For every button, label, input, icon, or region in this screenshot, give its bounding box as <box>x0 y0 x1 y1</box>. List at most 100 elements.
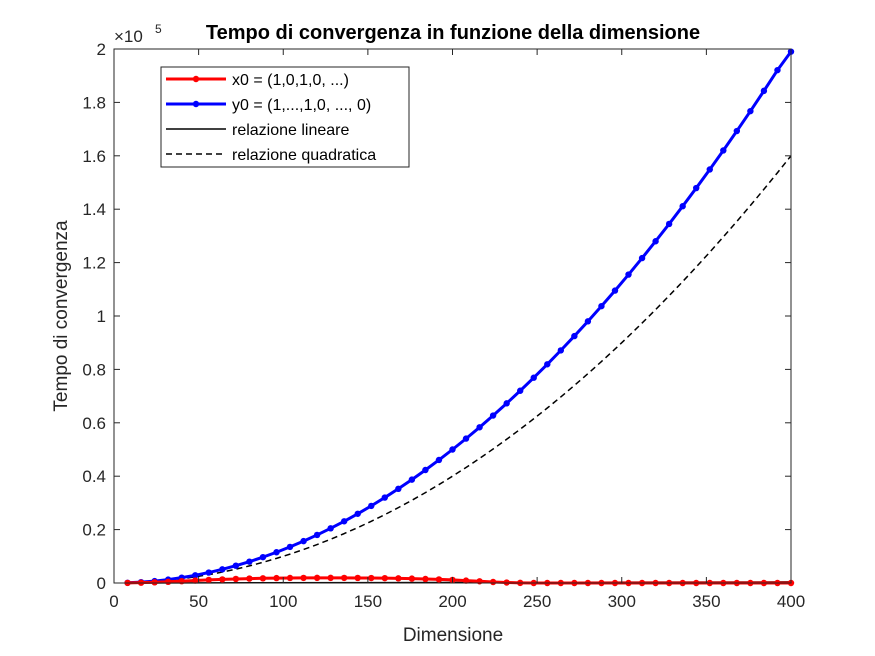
series-point-x0 <box>368 574 375 582</box>
y-tick-label: 0.8 <box>82 360 106 379</box>
series-point-y0 <box>530 374 537 381</box>
series-point-y0 <box>449 446 456 453</box>
series-point-y0 <box>340 518 348 525</box>
legend-box <box>160 66 410 168</box>
series-point-y0 <box>598 302 605 310</box>
x-tick-label: 400 <box>777 592 805 611</box>
series-point-x0 <box>219 576 226 583</box>
y-exponent-base: ×10 <box>114 27 143 46</box>
y-tick-label: 0.6 <box>82 414 106 433</box>
x-tick-label: 250 <box>523 592 551 611</box>
x-tick-label: 300 <box>608 592 636 611</box>
legend-marker-x0 <box>192 75 200 83</box>
x-tick-label: 150 <box>354 592 382 611</box>
series-point-x0 <box>259 575 267 582</box>
y-tick-label: 2 <box>97 40 106 59</box>
series-point-y0 <box>571 332 578 340</box>
x-tick-label: 200 <box>438 592 466 611</box>
series-point-y0 <box>462 435 470 442</box>
series-point-x0 <box>232 575 240 583</box>
series-point-y0 <box>246 558 253 565</box>
series-point-y0 <box>489 412 497 419</box>
legend-marker-y0 <box>192 100 200 108</box>
y-tick-label: 0.2 <box>82 521 106 540</box>
series-point-y0 <box>232 562 240 569</box>
series-point-x0 <box>286 574 294 582</box>
legend-label-x0: x0 = (1,0,1,0, ...) <box>232 72 349 89</box>
series-point-y0 <box>665 220 673 228</box>
series-point-y0 <box>517 387 524 394</box>
series-point-x0 <box>273 574 280 582</box>
series-point-y0 <box>747 107 754 115</box>
series-point-y0 <box>408 476 416 483</box>
series-point-y0 <box>259 553 267 561</box>
legend-label-linear: relazione lineare <box>232 122 350 139</box>
series-point-x0 <box>340 574 348 582</box>
chart-title: Tempo di convergenza in funzione della d… <box>206 22 700 44</box>
series-point-y0 <box>503 400 510 407</box>
x-tick-label: 50 <box>189 592 208 611</box>
y-tick-label: 1 <box>97 307 106 326</box>
series-point-x0 <box>313 574 321 582</box>
series-point-y0 <box>706 166 713 173</box>
y-exponent-power: 5 <box>155 22 162 36</box>
series-point-y0 <box>300 537 307 545</box>
series-point-y0 <box>395 485 402 492</box>
series-point-y0 <box>733 127 741 135</box>
series-point-y0 <box>693 184 700 192</box>
series-point-x0 <box>435 576 443 583</box>
series-point-y0 <box>327 525 334 532</box>
series-point-y0 <box>774 66 781 74</box>
x-tick-label: 100 <box>269 592 297 611</box>
series-point-x0 <box>408 575 416 582</box>
ticks-layer: 0 50 100 150 200 250 300 350 400 0 0.2 0.4 0.6 0.8 1 1.… <box>82 40 805 611</box>
series-point-x0 <box>381 574 388 582</box>
series-point-x0 <box>192 577 199 584</box>
series-point-y0 <box>273 549 280 556</box>
series-point-y0 <box>313 531 321 539</box>
series-point-y0 <box>638 254 646 262</box>
series-point-y0 <box>760 87 768 95</box>
series-line-quadratic <box>127 155 792 584</box>
series-point-y0 <box>611 287 619 294</box>
series-point-y0 <box>476 424 483 431</box>
series-point-x0 <box>395 575 402 582</box>
series-point-y0 <box>584 318 592 325</box>
series-point-y0 <box>368 502 375 510</box>
series-point-y0 <box>625 271 632 278</box>
series-point-y0 <box>286 543 294 551</box>
series-point-x0 <box>151 579 158 586</box>
series-point-y0 <box>219 566 226 573</box>
series-point-x0 <box>489 578 497 586</box>
series-point-x0 <box>327 574 334 582</box>
series-point-y0 <box>720 147 727 154</box>
series-point-x0 <box>462 577 470 584</box>
series-point-x0 <box>246 575 253 582</box>
legend-label-y0: y0 = (1,...,1,0, ..., 0) <box>232 97 371 114</box>
legend: x0 = (1,0,1,0, ...) y0 = (1,...,1,0, ...… <box>160 66 410 168</box>
x-tick-label: 0 <box>109 592 118 611</box>
y-tick-label: 1.2 <box>82 254 106 273</box>
series-point-x0 <box>354 574 361 582</box>
x-axis-label: Dimensione <box>403 625 503 646</box>
y-axis-label: Tempo di convergenza <box>51 220 72 412</box>
series-point-x0 <box>300 574 307 582</box>
legend-label-quadratic: relazione quadratica <box>232 147 376 164</box>
y-tick-label: 0.4 <box>82 467 106 486</box>
series-point-y0 <box>544 361 551 368</box>
x-tick-label: 350 <box>692 592 720 611</box>
series-layer <box>124 48 795 587</box>
series-point-y0 <box>192 572 199 579</box>
series-point-y0 <box>557 347 565 354</box>
series-point-x0 <box>164 578 172 585</box>
y-tick-label: 1.6 <box>82 147 106 166</box>
series-point-y0 <box>422 466 429 474</box>
series-point-y0 <box>679 203 686 210</box>
series-point-y0 <box>652 238 659 245</box>
y-tick-label: 1.8 <box>82 93 106 112</box>
series-point-x0 <box>422 575 429 583</box>
series-point-y0 <box>381 494 388 501</box>
y-tick-label: 0 <box>97 574 106 593</box>
series-point-x0 <box>205 576 212 584</box>
